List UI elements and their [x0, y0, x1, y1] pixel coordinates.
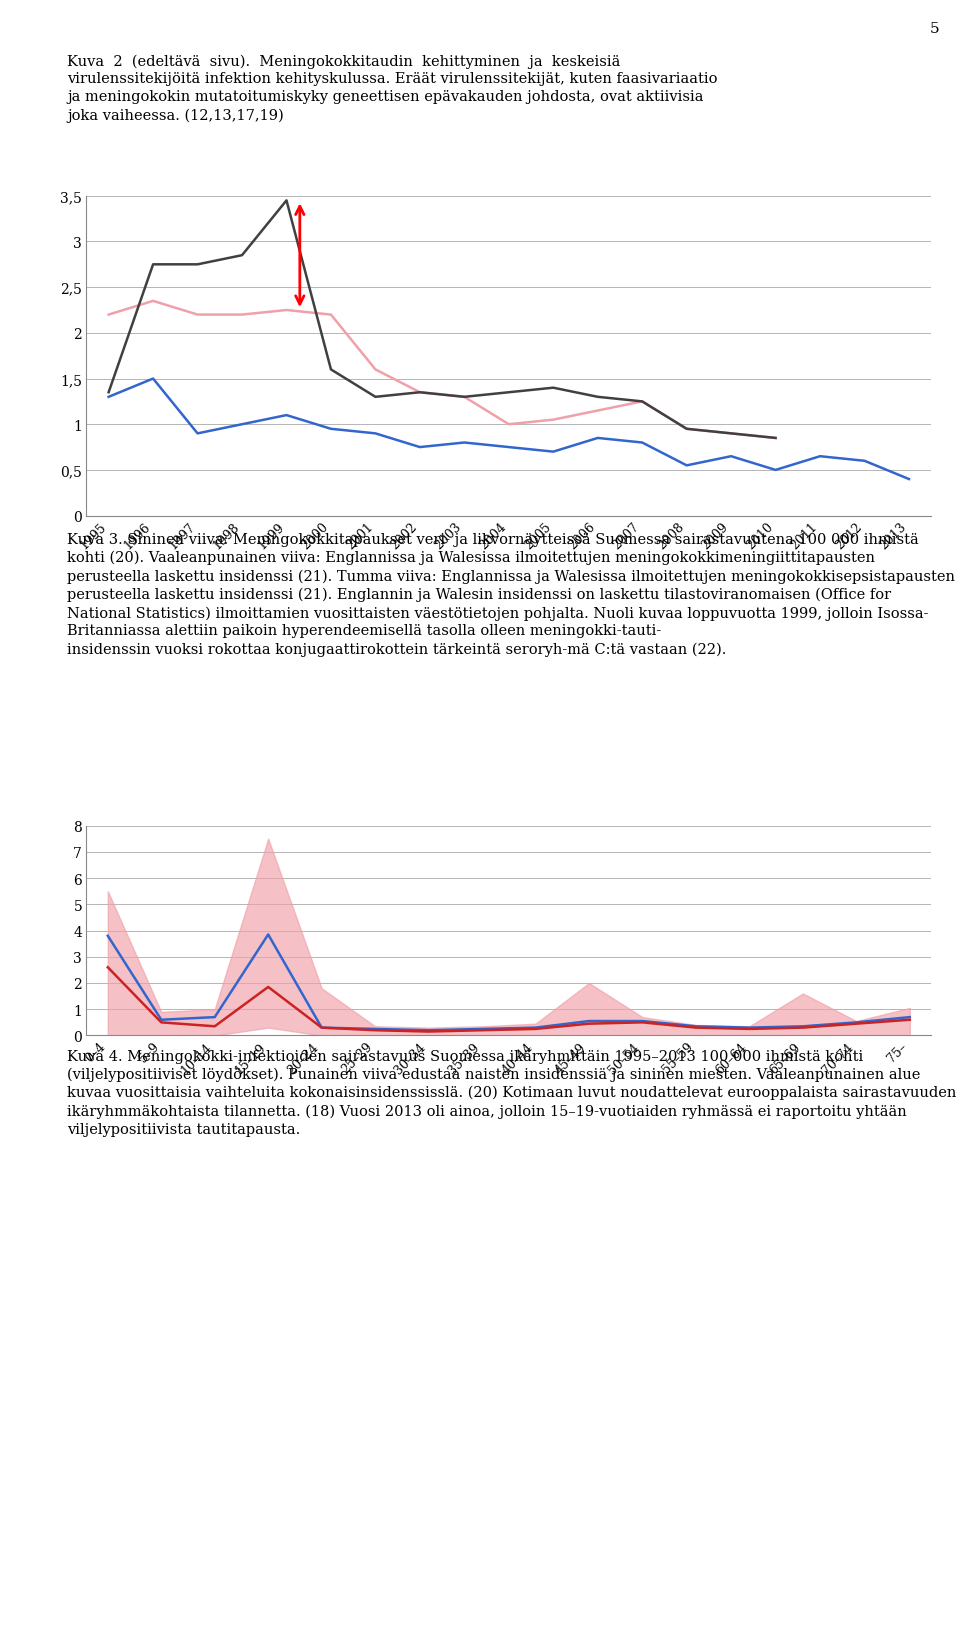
Text: Kuva 3. Sininen viiva: Meningokokkitapaukset veri- ja likvornäytteissä Suomessa : Kuva 3. Sininen viiva: Meningokokkitapau…: [67, 533, 955, 656]
Text: Kuva  2  (edeltävä  sivu).  Meningokokkitaudin  kehittyminen  ja  keskeisiä
viru: Kuva 2 (edeltävä sivu). Meningokokkitaud…: [67, 54, 718, 123]
Text: Kuva 4. Meningokokki-infektioiden sairastavuus Suomessa ikäryhmittäin 1995–2013 : Kuva 4. Meningokokki-infektioiden sairas…: [67, 1049, 956, 1136]
Text: 5: 5: [929, 21, 939, 36]
